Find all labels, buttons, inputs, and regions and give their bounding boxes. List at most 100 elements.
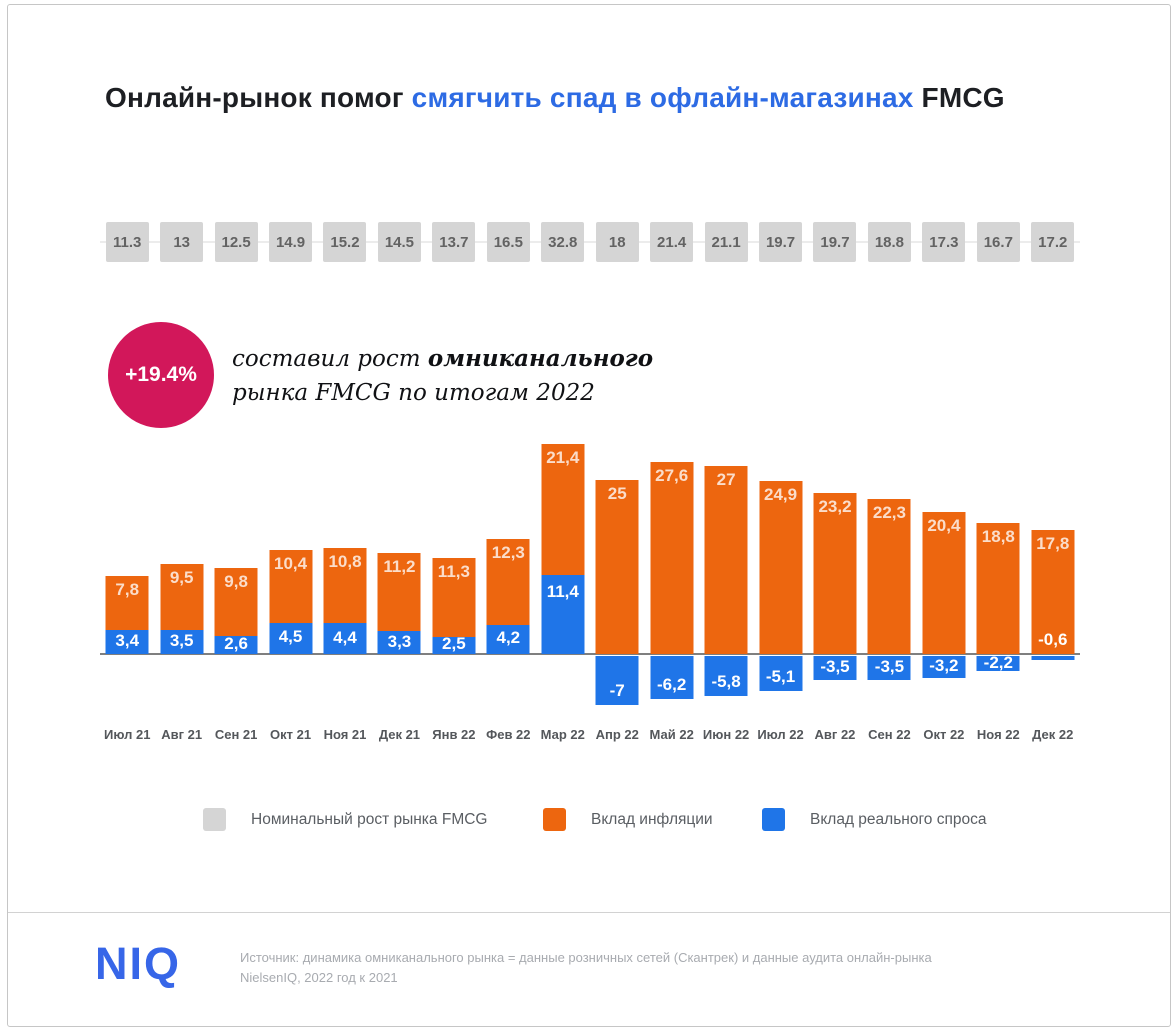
source-text: Источник: динамика омниканального рынка … (240, 948, 1030, 988)
inflation-bar (214, 567, 258, 636)
nominal-cell: 13.7 (427, 222, 481, 262)
inflation-bar (541, 444, 585, 575)
month-axis-labels: Июл 21 Авг 21 Сен 21 Окт 21 Ноя 21 Дек 21 Янв … (100, 727, 1080, 742)
inflation-value-label: 23,2 (818, 496, 852, 516)
inflation-value-label: 27 (716, 470, 736, 490)
zero-axis-line (100, 653, 1080, 655)
demand-bar (813, 656, 857, 681)
nominal-cell: 16.7 (971, 222, 1025, 262)
nominal-value-box: 16.5 (486, 222, 530, 262)
bar-column: 17,8 -0,6 (1026, 430, 1080, 720)
demand-value-label: 3,4 (115, 631, 140, 651)
month-label: Июн 22 (702, 727, 750, 742)
demand-bar (922, 656, 966, 679)
nominal-cell: 21.4 (644, 222, 698, 262)
growth-badge-value: +19.4% (125, 363, 197, 386)
month-label: Фев 22 (486, 727, 531, 742)
growth-badge-caption: составил рост омниканального рынка FMCG … (232, 342, 752, 410)
inflation-value-label: 11,3 (437, 562, 470, 582)
inflation-value-label: 18,8 (981, 527, 1015, 547)
month-label: Июл 22 (757, 727, 804, 742)
inflation-bar (269, 550, 313, 623)
nominal-cell: 19.7 (808, 222, 862, 262)
bar-column: 23,2 -3,5 (808, 430, 862, 720)
source-line1: Источник: динамика омниканального рынка … (240, 950, 932, 965)
demand-value-label: -7 (609, 680, 625, 700)
inflation-bar (105, 576, 149, 631)
nominal-value-box: 19.7 (813, 222, 857, 262)
demand-bar (214, 635, 258, 654)
inflation-bar (976, 523, 1020, 654)
legend-item-nominal: Номинальный рост рынка FMCG (203, 808, 488, 831)
nominal-swatch-icon (203, 808, 226, 831)
caption-line1-normal: составил рост (232, 346, 428, 372)
nominal-cell: 17.2 (1026, 222, 1080, 262)
nominal-cell: 17.3 (917, 222, 971, 262)
inflation-bar (432, 558, 476, 637)
caption-line2: рынка FMCG по итогам 2022 (232, 380, 595, 406)
nominal-cell: 16.5 (481, 222, 535, 262)
growth-badge: +19.4% (108, 322, 214, 428)
inflation-value-label: 17,8 (1036, 534, 1070, 554)
demand-value-label: 3,3 (387, 631, 412, 651)
inflation-value-label: 22,3 (872, 503, 906, 522)
nominal-growth-boxes: 11.3 13 12.5 14.9 15.2 14.5 13.7 16.5 32.8 18 21.4… (100, 222, 1080, 262)
demand-value-label: 4,4 (333, 627, 357, 647)
demand-bar (377, 631, 421, 654)
nominal-value-box: 18 (595, 222, 639, 262)
month-label: Авг 22 (814, 727, 856, 742)
bar-column: 24,9 -5,1 (753, 430, 807, 720)
legend-item-inflation: Вклад инфляции (543, 808, 713, 831)
demand-value-label: 2,5 (442, 634, 466, 654)
inflation-value-label: 9,5 (169, 567, 194, 587)
inflation-swatch-icon (543, 808, 566, 831)
bar-column: 22,3 -3,5 (862, 430, 916, 720)
title-suffix: FMCG (913, 82, 1005, 113)
demand-value-label: -0,6 (1038, 630, 1068, 649)
nominal-cell: 19.7 (753, 222, 807, 262)
bar-column: 10,4 4,5 (263, 430, 317, 720)
bar-column: 7,8 3,4 (100, 430, 154, 720)
footer-divider (8, 912, 1170, 913)
nominal-connector-line (100, 241, 1080, 243)
nominal-cell: 15.2 (318, 222, 372, 262)
bar-column: 27 -5,8 (699, 430, 753, 720)
page-title: Онлайн-рынок помог смягчить спад в офлай… (105, 82, 1105, 114)
demand-bar (650, 656, 694, 700)
demand-value-label: 4,5 (278, 627, 303, 647)
demand-value-label: -5,1 (765, 667, 796, 687)
legend-label-nominal: Номинальный рост рынка FMCG (251, 810, 488, 828)
demand-bar (867, 656, 911, 681)
nominal-cell: 13 (154, 222, 208, 262)
source-line2: NielsenIQ, 2022 год к 2021 (240, 970, 398, 985)
bar-column: 21,4 11,4 (536, 430, 590, 720)
inflation-value-label: 7,8 (115, 580, 140, 600)
nominal-cell: 11.3 (100, 222, 154, 262)
bar-column: 11,2 3,3 (372, 430, 426, 720)
nominal-value-box: 13 (160, 222, 204, 262)
demand-bar (759, 656, 803, 692)
bar-column: 9,8 2,6 (209, 430, 263, 720)
inflation-value-label: 10,8 (328, 552, 362, 572)
demand-bar (595, 656, 639, 705)
bar-column: 25 -7 (590, 430, 644, 720)
stacked-bar-chart: 7,8 3,4 9,5 3,5 9,8 2,6 10,4 4,5 10,8 4,4 11,2 3,3 1… (100, 430, 1080, 720)
month-label: Ноя 21 (323, 727, 367, 742)
month-label: Дек 22 (1032, 727, 1074, 742)
demand-bar (541, 574, 585, 654)
demand-swatch-icon (762, 808, 785, 831)
demand-value-label: -5,8 (711, 672, 741, 692)
nominal-value-box: 17.2 (1031, 222, 1075, 262)
month-label: Окт 21 (270, 727, 312, 742)
nominal-growth-row: 11.3 13 12.5 14.9 15.2 14.5 13.7 16.5 32.8 18 21.4… (100, 222, 1080, 262)
bar-column: 20,4 -3,2 (917, 430, 971, 720)
nominal-value-box: 19.7 (759, 222, 803, 262)
nominal-cell: 14.9 (263, 222, 317, 262)
nominal-value-box: 32.8 (541, 222, 585, 262)
inflation-bar (377, 553, 421, 632)
nominal-cell: 18.8 (862, 222, 916, 262)
inflation-bar (1031, 530, 1075, 654)
legend-item-demand: Вклад реального спроса (762, 808, 986, 831)
month-label: Янв 22 (432, 727, 476, 742)
